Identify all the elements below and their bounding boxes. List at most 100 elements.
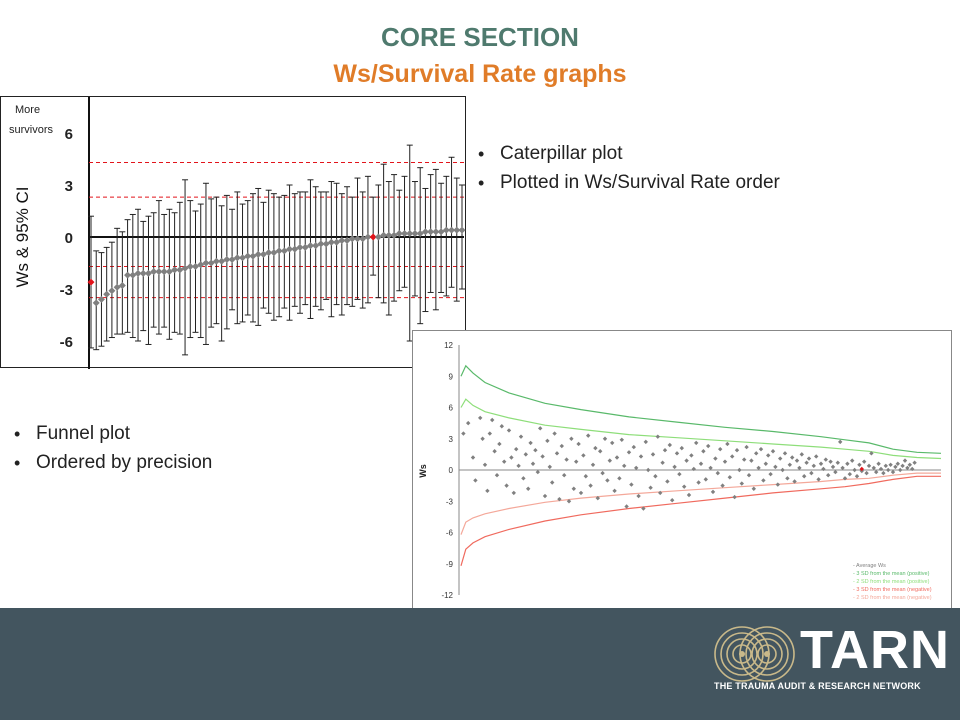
data-point — [722, 459, 728, 464]
data-point — [749, 458, 754, 463]
data-point — [912, 460, 917, 465]
y-tick-label: 3 — [449, 435, 454, 444]
data-point — [631, 444, 636, 450]
data-point — [588, 483, 593, 488]
data-point — [787, 462, 792, 467]
y-tick-label: -3 — [60, 282, 73, 299]
data-point — [590, 462, 596, 467]
data-point — [653, 474, 658, 479]
data-point — [275, 247, 283, 255]
data-point — [228, 256, 236, 264]
data-point — [202, 259, 210, 267]
data-point — [504, 483, 509, 488]
data-point — [619, 437, 624, 442]
data-point — [521, 476, 526, 481]
data-point — [809, 470, 814, 476]
data-point — [799, 452, 804, 457]
data-point — [600, 470, 605, 476]
data-point — [533, 448, 538, 453]
annotation-more: More — [15, 104, 40, 116]
data-point — [139, 269, 147, 277]
data-point — [97, 295, 105, 303]
funnel-chart: 12 9 6 3 0 -3 -6 -9 -12 Ws - Average Ws - 3 SD from… — [412, 330, 952, 610]
data-point — [564, 457, 569, 462]
y-tick-label: -6 — [446, 529, 454, 538]
data-point — [641, 506, 646, 511]
data-point — [448, 226, 456, 234]
data-point — [353, 235, 361, 243]
data-point — [516, 463, 521, 469]
data-point — [554, 451, 560, 456]
data-point — [317, 240, 325, 248]
data-point — [905, 465, 910, 471]
data-point — [547, 464, 552, 470]
data-point — [574, 459, 579, 464]
data-point — [902, 458, 908, 463]
tarn-tagline: THE TRAUMA AUDIT & RESEARCH NETWORK — [714, 681, 921, 691]
data-point — [734, 448, 740, 453]
y-tick-label: 6 — [65, 126, 73, 143]
data-point — [586, 433, 591, 438]
data-point — [818, 461, 824, 466]
data-point — [614, 455, 620, 460]
y-tick-label: 12 — [444, 341, 453, 350]
data-point — [713, 456, 718, 461]
data-point — [212, 257, 220, 265]
data-point — [893, 464, 898, 470]
data-point — [785, 476, 790, 481]
data-point — [672, 464, 677, 470]
data-point — [847, 471, 852, 477]
data-point — [557, 496, 562, 502]
data-point — [244, 252, 252, 260]
data-point — [766, 453, 771, 458]
data-point — [823, 457, 828, 462]
legend-entry: - 2 SD from the mean (positive) — [853, 579, 930, 585]
tarn-brand: TARN — [800, 620, 950, 680]
data-point — [186, 262, 194, 270]
data-point — [265, 249, 273, 257]
data-point — [811, 463, 816, 469]
data-point — [660, 460, 665, 465]
data-point — [559, 443, 564, 449]
data-point — [907, 462, 912, 467]
data-point — [665, 479, 670, 484]
data-point — [528, 440, 533, 446]
data-point — [854, 474, 860, 479]
data-point — [638, 454, 644, 459]
data-point — [646, 467, 651, 473]
data-point — [509, 455, 514, 460]
bullet-ordered-precision: Ordered by precision — [6, 451, 212, 475]
data-point — [605, 478, 610, 483]
data-point — [478, 415, 483, 421]
data-point — [720, 483, 725, 488]
data-point — [629, 482, 634, 487]
data-point — [650, 452, 656, 457]
data-point — [118, 282, 126, 290]
data-point — [576, 441, 581, 447]
data-point — [758, 446, 764, 452]
data-point — [816, 477, 821, 482]
data-point — [602, 436, 608, 441]
data-point — [494, 473, 500, 478]
data-point — [763, 461, 768, 466]
annotation-survivors: survivors — [9, 124, 54, 136]
data-point — [756, 465, 761, 471]
data-point — [890, 469, 896, 475]
data-point — [552, 431, 557, 436]
funnel-bullets: Funnel plot Ordered by precision — [6, 422, 212, 480]
data-point — [406, 230, 414, 238]
data-point — [492, 449, 497, 454]
caterpillar-plot-svg: 6 3 0 -3 -6 More survivors Ws & 95% CI — [9, 97, 466, 369]
data-point — [535, 469, 540, 475]
page-subtitle: Ws/Survival Rate graphs — [333, 60, 627, 88]
bullet-funnel-plot: Funnel plot — [6, 422, 212, 446]
data-point — [725, 441, 730, 447]
y-tick-label: 3 — [65, 178, 73, 195]
data-point — [706, 443, 711, 449]
data-point — [746, 473, 752, 478]
data-point — [674, 451, 680, 456]
data-point — [761, 478, 766, 483]
data-point — [134, 269, 142, 277]
data-point — [842, 476, 848, 481]
data-point — [562, 473, 567, 478]
